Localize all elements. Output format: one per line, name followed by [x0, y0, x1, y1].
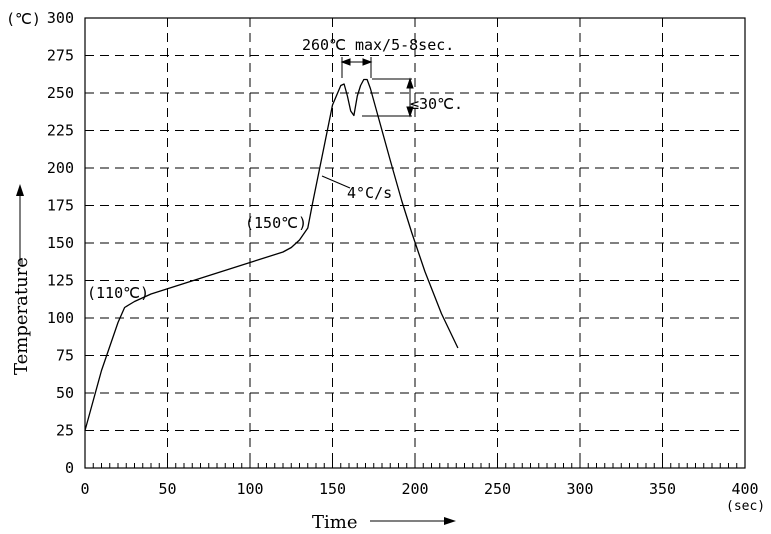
y-axis-title: Temperature: [11, 257, 32, 375]
annotation-ramp-rate: 4°C/s: [347, 184, 392, 202]
annotation-110c: (110℃): [87, 284, 149, 302]
y-tick-label: 175: [47, 197, 74, 215]
annotation-30c: ≤30℃.: [410, 95, 463, 113]
annotation-peak-260c: 260℃ max/5-8sec.: [302, 36, 454, 54]
y-tick-label: 300: [47, 9, 74, 27]
y-tick-labels: 0 25 50 75 100 125 150 175 200 225 250 275 300: [47, 9, 74, 477]
x-tick-label: 200: [401, 480, 428, 498]
x-tick-label: 300: [566, 480, 593, 498]
x-tick-label: 100: [236, 480, 263, 498]
y-tick-label: 125: [47, 272, 74, 290]
annotation-150c: (150℃): [245, 214, 307, 232]
y-tick-label: 25: [56, 422, 74, 440]
x-unit-label: (sec): [726, 499, 765, 514]
y-tick-label: 0: [65, 459, 74, 477]
y-tick-label: 75: [56, 347, 74, 365]
x-tick-label: 150: [319, 480, 346, 498]
x-tick-label: 250: [484, 480, 511, 498]
x-tick-labels: 0 50 100 150 200 250 300 350 400: [80, 480, 758, 498]
temperature-profile-line: [84, 78, 459, 431]
y-tick-label: 200: [47, 159, 74, 177]
x-tick-label: 400: [731, 480, 758, 498]
x-axis-arrow: [370, 517, 456, 525]
x-tick-label: 50: [158, 480, 176, 498]
y-tick-label: 100: [47, 309, 74, 327]
y-tick-label: 275: [47, 47, 74, 65]
y-axis-arrow: [16, 184, 24, 264]
x-axis-title: Time: [312, 512, 357, 533]
x-tick-label: 350: [649, 480, 676, 498]
y-tick-label: 250: [47, 84, 74, 102]
y-unit-label: (℃): [6, 10, 41, 28]
y-tick-label: 225: [47, 122, 74, 140]
y-tick-label: 50: [56, 384, 74, 402]
x-tick-label: 0: [80, 480, 89, 498]
annotation-marks: [321, 57, 414, 189]
ticks: [84, 460, 746, 468]
y-tick-label: 150: [47, 234, 74, 252]
